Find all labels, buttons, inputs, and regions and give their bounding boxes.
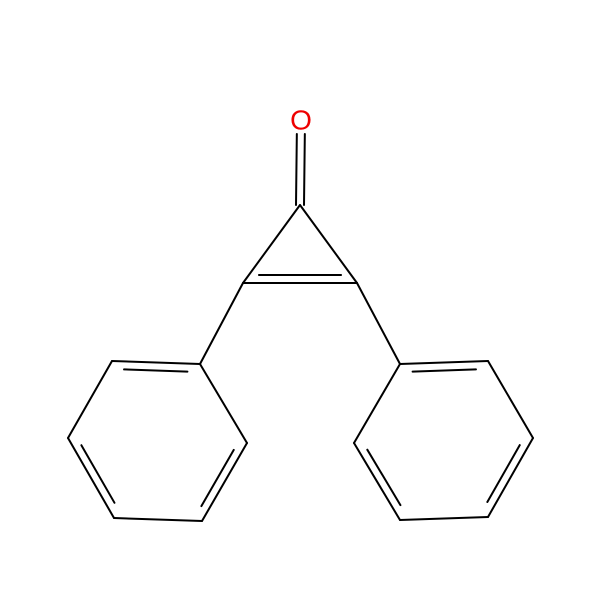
bond-line [400,517,488,520]
molecule-diagram: O [0,0,600,600]
bond-line [357,283,400,364]
bond-line [201,450,233,506]
bond-line [488,438,533,517]
bond-line [202,443,247,521]
bond-line [243,205,300,283]
atom-label-o: O [290,105,312,136]
bond-line [304,134,305,205]
bond-line [68,361,112,438]
bond-line [296,134,297,205]
bond-line [124,369,187,371]
bond-line [200,283,243,364]
bond-line [400,361,488,364]
bond-line [487,445,519,502]
bond-line [114,518,202,521]
bond-line [81,445,114,503]
bond-line [413,369,476,371]
bond-line [354,443,400,520]
bond-line [300,205,357,283]
bond-line [112,361,200,364]
bond-line [354,364,400,443]
bond-line [488,361,533,438]
bond-line [200,364,247,443]
bond-line [367,450,400,505]
bond-line [68,438,114,518]
